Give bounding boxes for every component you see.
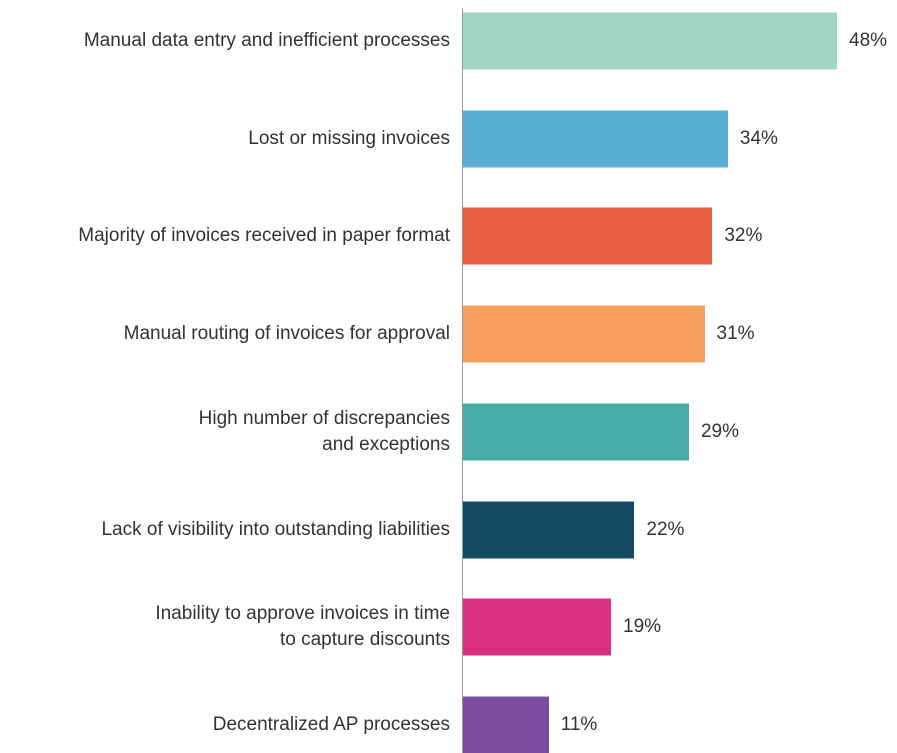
bar [463, 696, 549, 753]
value-label: 11% [560, 713, 598, 735]
category-label: Inability to approve invoices in time to… [155, 603, 450, 651]
bar [463, 501, 635, 558]
category-label: Lack of visibility into outstanding liab… [101, 518, 450, 540]
category-label: Manual data entry and inefficient proces… [83, 30, 450, 51]
bar [463, 403, 689, 461]
axis-line [462, 8, 463, 753]
category-label: Lost or missing invoices [248, 127, 450, 149]
value-label: 48% [849, 30, 888, 51]
value-label: 32% [724, 225, 763, 247]
bar [463, 305, 705, 363]
bar [463, 598, 612, 656]
value-label: 19% [623, 616, 662, 638]
value-label: 31% [716, 323, 755, 345]
category-label: Manual routing of invoices for approval [123, 323, 450, 345]
value-label: 34% [739, 127, 778, 149]
category-label: Majority of invoices received in paper f… [78, 225, 450, 247]
bar [463, 12, 837, 70]
value-label: 29% [700, 420, 739, 442]
bar [463, 110, 728, 168]
bar [463, 207, 713, 265]
category-label: Decentralized AP processes [212, 713, 450, 735]
value-label: 22% [646, 518, 685, 540]
category-label: High number of discrepancies and excepti… [198, 407, 450, 455]
